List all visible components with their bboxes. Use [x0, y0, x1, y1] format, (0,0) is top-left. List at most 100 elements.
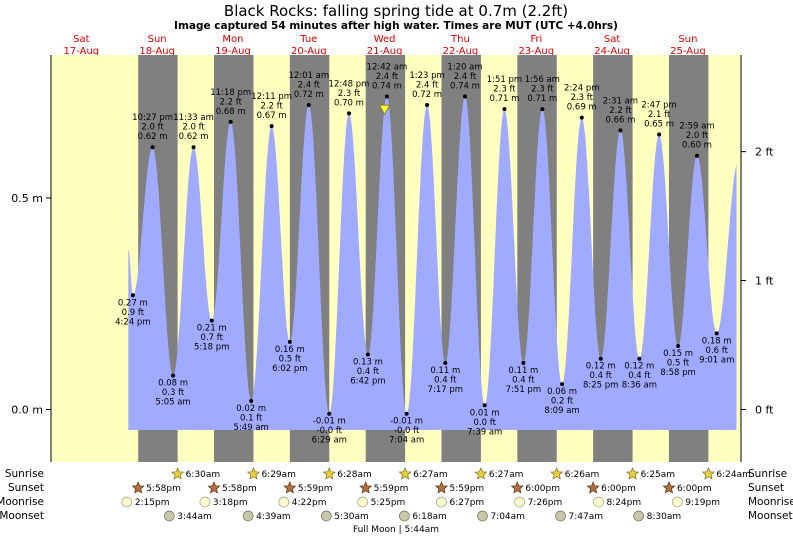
high-tide-label: 0.66 m — [605, 115, 635, 125]
high-tide-point — [228, 119, 233, 124]
sunrise-icon — [550, 467, 564, 480]
day-label-dow: Wed — [374, 34, 396, 45]
low-tide-label: 8:58 pm — [660, 368, 695, 378]
low-tide-label: 4:24 pm — [115, 317, 150, 327]
high-tide-label: 0.68 m — [216, 107, 246, 117]
low-tide-point — [404, 411, 409, 416]
day-label-date: 17-Aug — [64, 46, 100, 57]
low-tide-label: 0.21 m — [197, 324, 227, 334]
high-tide-label: 2:31 am — [603, 96, 638, 106]
low-tide-point — [714, 331, 719, 336]
low-tide-label: 0.2 ft — [551, 397, 574, 407]
high-tide-label: 2.4 ft — [416, 80, 439, 90]
low-tide-label: 0.27 m — [118, 298, 148, 308]
high-tide-label: 12:42 am — [367, 62, 408, 72]
day-label-dow: Sun — [678, 34, 697, 45]
moonrise-icon — [278, 496, 290, 508]
low-tide-point — [171, 373, 176, 378]
low-tide-label: 6:42 pm — [350, 377, 385, 387]
high-tide-label: 0.74 m — [372, 81, 402, 91]
sunset-time: 5:58pm — [146, 484, 181, 494]
left-axis-tick-label: 0.0 m — [11, 404, 43, 417]
sunrise-time: 6:26am — [565, 470, 600, 480]
high-tide-label: 2.3 ft — [571, 93, 594, 103]
high-tide-label: 2.4 ft — [298, 80, 321, 90]
low-tide-label: 0.5 ft — [667, 359, 690, 369]
low-tide-label: 0.06 m — [547, 387, 577, 397]
moonrise-time: 9:19pm — [685, 498, 720, 508]
low-tide-label: 8:25 pm — [583, 381, 618, 391]
low-tide-label: -0.01 m — [313, 417, 346, 427]
high-tide-label: 0.72 m — [412, 90, 442, 100]
low-tide-label: 8:09 am — [544, 406, 579, 416]
high-tide-point — [269, 124, 274, 129]
low-tide-label: 0.0 ft — [474, 418, 497, 428]
high-tide-point — [695, 153, 700, 158]
day-label-date: 24-Aug — [594, 46, 630, 57]
high-tide-label: 2.0 ft — [141, 123, 164, 133]
sunrise-icon — [398, 467, 412, 480]
day-label-date: 19-Aug — [215, 46, 251, 57]
day-label-date: 25-Aug — [670, 46, 706, 57]
low-tide-label: 0.4 ft — [628, 371, 651, 381]
low-tide-point — [521, 360, 526, 365]
day-label-dow: Sat — [73, 34, 89, 45]
sunrise-time: 6:24am — [716, 470, 751, 480]
moonrise-time: 8:24pm — [606, 498, 641, 508]
moonrise-icon — [436, 496, 447, 508]
moonrise-time: 3:18pm — [213, 498, 248, 508]
day-label-date: 18-Aug — [139, 46, 175, 57]
high-tide-label: 2.1 ft — [648, 110, 671, 120]
moonset-time: 3:44am — [177, 512, 212, 522]
sunrise-time: 6:29am — [261, 470, 296, 480]
moonrise-icon — [357, 496, 368, 508]
high-tide-label: 10:27 pm — [132, 113, 173, 123]
right-axis-tick-label: 1 ft — [755, 275, 774, 288]
astro-row-label-right: Moonset — [748, 510, 793, 522]
moonset-icon — [320, 510, 332, 522]
sunrise-icon — [246, 467, 261, 480]
moonset-time: 7:47am — [569, 512, 604, 522]
low-tide-label: 7:39 am — [467, 427, 502, 437]
high-tide-label: 0.62 m — [138, 132, 168, 142]
moonset-icon — [242, 510, 254, 522]
moonrise-icon — [199, 496, 211, 508]
high-tide-point — [463, 94, 467, 99]
high-tide-label: 0.67 m — [257, 111, 287, 121]
sunrise-time: 6:27am — [489, 470, 524, 480]
moonset-time: 7:04am — [490, 512, 525, 522]
astro-row-label: Sunrise — [5, 468, 44, 480]
low-tide-point — [443, 360, 448, 365]
sunrise-icon — [171, 467, 185, 480]
low-tide-point — [637, 356, 642, 361]
low-tide-label: 9:01 am — [699, 355, 734, 365]
low-tide-label: 0.7 ft — [201, 333, 224, 343]
high-tide-label: 2.0 ft — [686, 131, 709, 141]
low-tide-label: 0.13 m — [353, 358, 383, 368]
high-tide-point — [306, 102, 311, 107]
low-tide-label: 0.01 m — [470, 408, 500, 418]
day-label-dow: Sun — [148, 34, 167, 45]
low-tide-label: -0.0 ft — [317, 426, 343, 436]
high-tide-point — [425, 102, 430, 107]
moonrise-time: 5:25pm — [371, 498, 406, 508]
astro-row-label-right: Moonrise — [748, 496, 793, 508]
astro-row-label-right: Sunrise — [748, 468, 787, 480]
high-tide-point — [384, 94, 389, 99]
low-tide-label: 8:36 am — [622, 381, 657, 391]
left-axis-tick-label: 0.5 m — [11, 192, 43, 205]
low-tide-label: 0.1 ft — [240, 414, 263, 424]
low-tide-label: 7:17 pm — [428, 385, 463, 395]
moonset-icon — [555, 510, 566, 522]
sunset-time: 6:00pm — [525, 484, 560, 494]
day-label-date: 20-Aug — [291, 46, 327, 57]
low-tide-label: 0.08 m — [158, 379, 188, 389]
day-label-dow: Mon — [222, 34, 243, 45]
moonrise-icon — [593, 496, 604, 508]
low-tide-label: 0.4 ft — [512, 375, 535, 385]
high-tide-label: 11:18 pm — [210, 88, 251, 98]
low-tide-label: 0.12 m — [624, 362, 654, 372]
right-axis-tick-label: 2 ft — [755, 146, 774, 159]
high-tide-label: 0.62 m — [179, 132, 209, 142]
day-label-date: 22-Aug — [443, 46, 479, 57]
